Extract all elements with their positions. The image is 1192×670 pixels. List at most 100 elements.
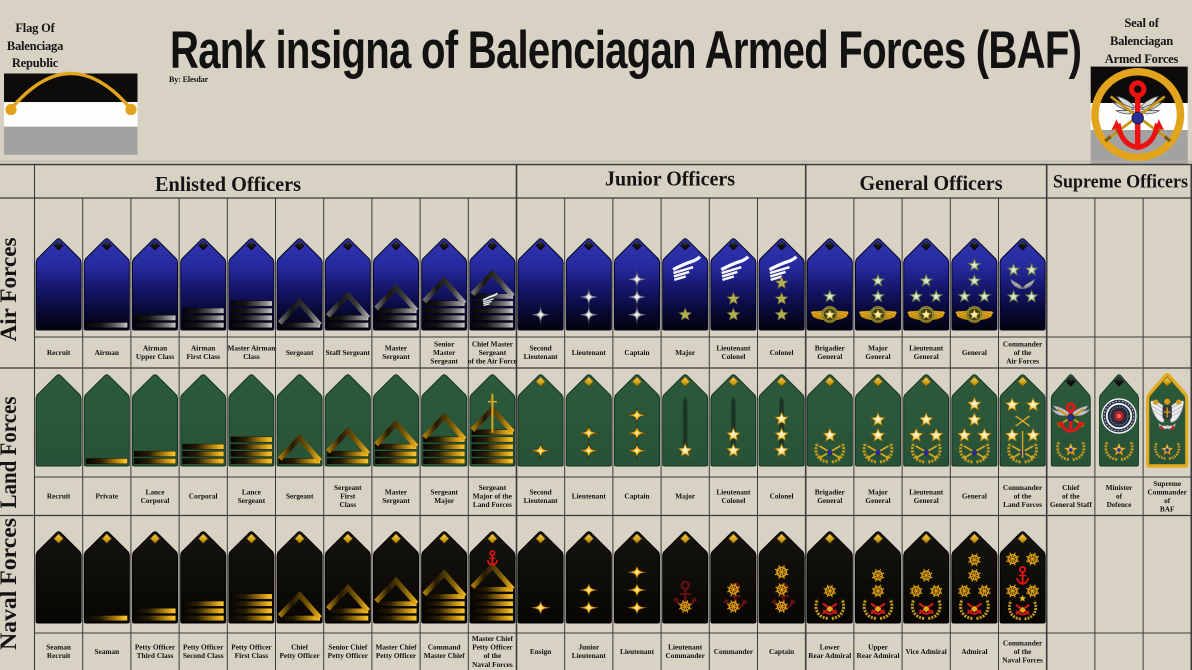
- svg-text:Brigadier: Brigadier: [815, 487, 846, 496]
- svg-text:Staff Sergeant: Staff Sergeant: [326, 348, 371, 357]
- svg-text:General Staff: General Staff: [1050, 500, 1093, 509]
- svg-text:Senior: Senior: [434, 339, 455, 348]
- svg-text:Sergeant: Sergeant: [382, 352, 410, 361]
- svg-text:Lieutenant: Lieutenant: [909, 487, 944, 496]
- svg-text:Petty Officer: Petty Officer: [183, 643, 224, 652]
- svg-text:Lieutenant: Lieutenant: [909, 344, 944, 353]
- svg-text:Rear Admiral: Rear Admiral: [808, 651, 851, 660]
- svg-text:Air Forces: Air Forces: [1006, 357, 1039, 366]
- svg-text:of the: of the: [1014, 647, 1032, 656]
- svg-text:General: General: [865, 352, 890, 361]
- svg-text:Major of the: Major of the: [473, 492, 513, 501]
- svg-text:Sergeant: Sergeant: [286, 492, 314, 501]
- svg-text:Commander: Commander: [666, 651, 706, 660]
- svg-text:Petty Officer: Petty Officer: [279, 651, 320, 660]
- svg-text:Colonel: Colonel: [770, 348, 794, 357]
- svg-text:General Officers: General Officers: [860, 171, 1003, 195]
- svg-text:Corporal: Corporal: [189, 492, 218, 501]
- svg-text:Commander: Commander: [1003, 483, 1043, 492]
- svg-text:Lieutenant: Lieutenant: [716, 487, 751, 496]
- svg-text:Commander: Commander: [1148, 487, 1188, 496]
- svg-text:Recruit: Recruit: [47, 492, 71, 501]
- svg-text:Lieutenant: Lieutenant: [524, 352, 559, 361]
- svg-text:Captain: Captain: [769, 647, 794, 656]
- svg-text:Naval Forces: Naval Forces: [1002, 656, 1043, 665]
- svg-text:Second Class: Second Class: [183, 651, 224, 660]
- svg-text:Ensign: Ensign: [530, 647, 552, 656]
- svg-text:Admiral: Admiral: [961, 647, 987, 656]
- svg-text:Petty Officer: Petty Officer: [328, 651, 369, 660]
- svg-text:Lieutenant: Lieutenant: [620, 647, 655, 656]
- svg-text:BAF: BAF: [1160, 505, 1175, 514]
- svg-text:Sergeant: Sergeant: [238, 496, 266, 505]
- svg-text:Colonel: Colonel: [721, 352, 745, 361]
- svg-text:Senior Chief: Senior Chief: [328, 643, 368, 652]
- svg-text:Recruit: Recruit: [47, 651, 71, 660]
- svg-text:of the: of the: [1062, 492, 1080, 501]
- svg-text:Land Forces: Land Forces: [0, 397, 22, 509]
- svg-text:Airman: Airman: [191, 344, 215, 353]
- svg-text:Recruit: Recruit: [47, 348, 71, 357]
- svg-text:Lower: Lower: [820, 643, 841, 652]
- svg-text:Upper Class: Upper Class: [136, 352, 174, 361]
- svg-text:Sergeant: Sergeant: [382, 496, 410, 505]
- svg-text:Master Chief: Master Chief: [376, 643, 418, 652]
- svg-text:of the: of the: [484, 651, 502, 660]
- svg-text:Sergeant: Sergeant: [479, 483, 507, 492]
- svg-text:Petty Officer: Petty Officer: [231, 643, 272, 652]
- svg-text:Colonel: Colonel: [721, 496, 745, 505]
- svg-text:Private: Private: [95, 492, 118, 501]
- svg-text:General: General: [914, 352, 939, 361]
- svg-text:Master: Master: [385, 487, 408, 496]
- svg-text:Petty Officer: Petty Officer: [376, 651, 417, 660]
- svg-text:Second: Second: [529, 487, 551, 496]
- svg-text:Master Airman: Master Airman: [227, 344, 275, 353]
- svg-text:Chief: Chief: [291, 643, 309, 652]
- svg-text:Enlisted Officers: Enlisted Officers: [155, 172, 301, 196]
- svg-text:First Class: First Class: [186, 352, 220, 361]
- svg-text:Master: Master: [433, 348, 456, 357]
- svg-text:Lieutenant: Lieutenant: [572, 492, 607, 501]
- svg-text:of the Air Force: of the Air Force: [468, 357, 518, 366]
- svg-text:Corporal: Corporal: [141, 496, 170, 505]
- svg-text:Master Chief: Master Chief: [424, 651, 466, 660]
- svg-text:Seaman: Seaman: [46, 643, 71, 652]
- svg-text:Airman: Airman: [95, 348, 119, 357]
- svg-text:of: of: [1116, 492, 1123, 501]
- svg-text:of: of: [1164, 496, 1171, 505]
- svg-text:of the: of the: [1014, 348, 1032, 357]
- svg-text:General: General: [817, 496, 842, 505]
- svg-text:Land Forces: Land Forces: [1003, 500, 1042, 509]
- svg-text:Captain: Captain: [624, 492, 649, 501]
- svg-text:Commander: Commander: [1003, 638, 1043, 647]
- svg-text:Major: Major: [675, 492, 696, 501]
- svg-text:Lieutenant: Lieutenant: [572, 348, 607, 357]
- svg-text:Lieutenant: Lieutenant: [668, 643, 703, 652]
- svg-text:Lance: Lance: [242, 487, 262, 496]
- svg-text:Sergeant: Sergeant: [334, 483, 362, 492]
- svg-text:Third Class: Third Class: [137, 651, 174, 660]
- svg-text:Sergeant: Sergeant: [430, 357, 458, 366]
- svg-text:Lieutenant: Lieutenant: [716, 344, 751, 353]
- svg-text:Major: Major: [868, 344, 889, 353]
- svg-text:Command: Command: [428, 643, 461, 652]
- svg-text:Petty Officer: Petty Officer: [135, 643, 176, 652]
- svg-text:Petty Officer: Petty Officer: [472, 643, 513, 652]
- svg-text:Land Forces: Land Forces: [473, 500, 512, 509]
- svg-text:Sergeant: Sergeant: [286, 348, 314, 357]
- svg-text:Major: Major: [434, 496, 455, 505]
- svg-text:First: First: [340, 492, 356, 501]
- svg-text:Commander: Commander: [714, 647, 754, 656]
- svg-text:Minister: Minister: [1106, 483, 1134, 492]
- svg-text:Major: Major: [675, 348, 696, 357]
- svg-text:General: General: [914, 496, 939, 505]
- svg-text:Chief Master: Chief Master: [472, 339, 514, 348]
- svg-text:Sergeant: Sergeant: [430, 487, 458, 496]
- svg-text:Class: Class: [243, 352, 260, 361]
- svg-text:Vice Admiral: Vice Admiral: [906, 647, 947, 656]
- svg-text:Colonel: Colonel: [770, 492, 794, 501]
- svg-text:Defence: Defence: [1107, 500, 1132, 509]
- svg-text:General: General: [817, 352, 842, 361]
- svg-text:Supreme Officers: Supreme Officers: [1053, 172, 1188, 193]
- svg-text:Master Chief: Master Chief: [472, 634, 514, 643]
